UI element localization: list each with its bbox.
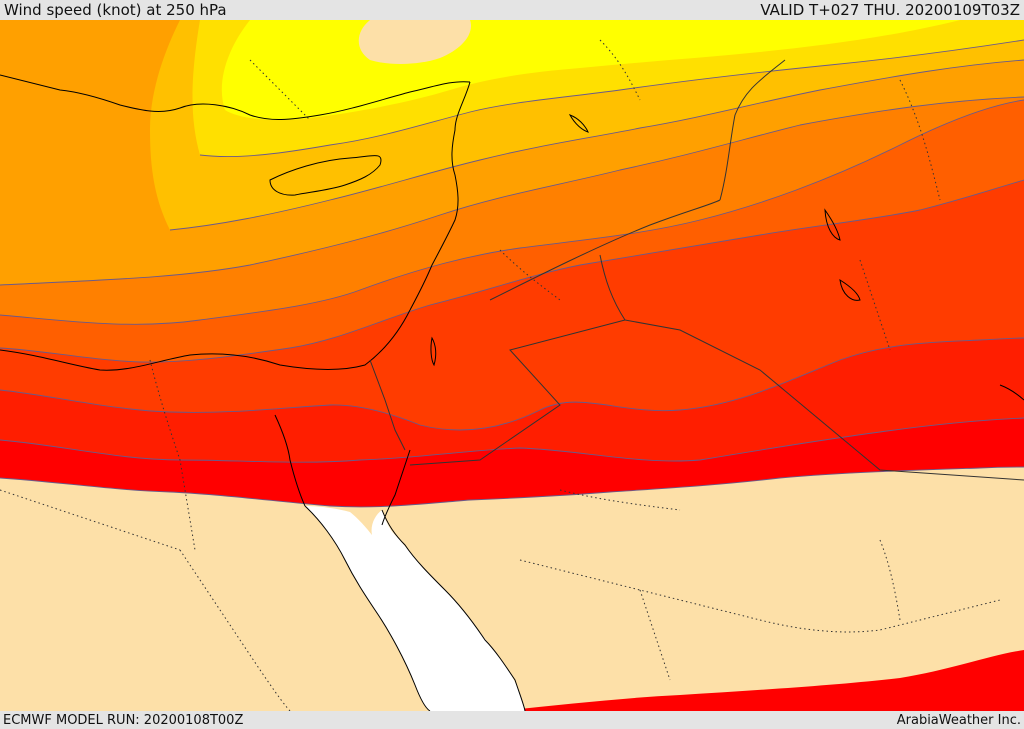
credit: ArabiaWeather Inc. xyxy=(896,712,1021,728)
wind-speed-map xyxy=(0,20,1024,711)
lake-tuz xyxy=(568,114,589,133)
province-border xyxy=(0,489,181,551)
border-line xyxy=(624,319,1024,481)
valid-time: VALID T+027 THU. 20200109T03Z xyxy=(760,1,1020,19)
province-border xyxy=(899,79,941,201)
contour-line xyxy=(0,179,1024,363)
lake-urmia xyxy=(839,279,861,301)
coastline-turkey xyxy=(0,74,471,121)
header-bar: Wind speed (knot) at 250 hPa VALID T+027… xyxy=(0,0,1024,20)
map-title: Wind speed (knot) at 250 hPa xyxy=(4,1,227,19)
border-line xyxy=(599,254,626,321)
border-line xyxy=(369,359,406,451)
band-fill-9-south xyxy=(500,650,1024,711)
band-fill-low-north xyxy=(358,20,471,64)
dead-sea xyxy=(430,336,437,367)
province-border xyxy=(559,489,681,511)
model-run: ECMWF MODEL RUN: 20200108T00Z xyxy=(3,712,244,728)
province-border xyxy=(859,259,891,351)
contour-line xyxy=(0,466,1024,508)
band-fill-low-south xyxy=(0,467,1024,711)
coastline-egypt-north xyxy=(0,309,411,371)
border-line xyxy=(409,319,626,466)
coastline-redsea-west xyxy=(304,505,431,711)
border-line xyxy=(719,59,786,201)
contour-line xyxy=(169,59,1024,231)
coastline-cyprus xyxy=(269,155,382,196)
coastline-persian-gulf xyxy=(999,384,1024,401)
coastline-levant xyxy=(409,81,471,311)
red-sea xyxy=(305,506,525,711)
border-line xyxy=(489,199,721,301)
coastline-gulf-suez xyxy=(274,414,306,507)
contour-line xyxy=(0,337,1024,431)
contour-line xyxy=(0,99,1024,325)
province-border xyxy=(759,599,1001,633)
province-border xyxy=(149,359,196,551)
contour-line xyxy=(0,96,1024,286)
coastline-redsea-east xyxy=(381,509,526,711)
footer-bar: ECMWF MODEL RUN: 20200108T00Z ArabiaWeat… xyxy=(0,711,1024,729)
lake-van xyxy=(824,208,841,241)
contour-line xyxy=(199,39,1024,157)
province-border xyxy=(639,589,671,681)
province-border xyxy=(179,549,291,711)
